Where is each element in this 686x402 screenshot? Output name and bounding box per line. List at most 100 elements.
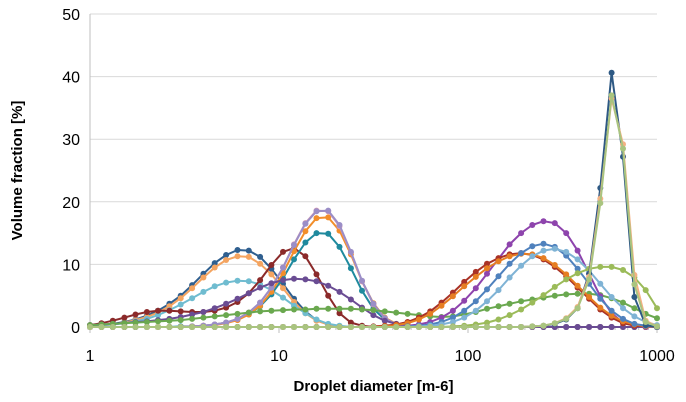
series-line	[90, 97, 658, 328]
data-point	[404, 324, 411, 330]
data-point	[234, 277, 241, 284]
data-point	[415, 316, 422, 323]
data-point	[200, 288, 207, 295]
data-point	[506, 253, 513, 260]
data-point	[461, 324, 468, 330]
data-point	[574, 270, 581, 277]
data-point	[280, 307, 286, 314]
data-point	[620, 299, 626, 306]
data-point	[268, 271, 275, 278]
data-point	[529, 323, 536, 330]
data-point	[461, 314, 468, 321]
data-point	[506, 260, 513, 267]
data-point	[563, 315, 570, 322]
data-point	[302, 324, 309, 330]
data-point	[336, 310, 343, 317]
data-point	[484, 270, 490, 277]
data-point	[121, 314, 128, 321]
data-point	[211, 305, 218, 312]
data-point	[257, 324, 264, 330]
data-point	[393, 324, 400, 330]
data-point	[597, 295, 604, 302]
data-point	[620, 315, 626, 322]
data-point	[280, 285, 286, 292]
data-point	[608, 92, 615, 99]
data-point	[551, 220, 558, 227]
data-point	[291, 275, 297, 282]
data-point	[506, 300, 513, 307]
data-point	[121, 324, 128, 330]
data-point	[608, 312, 615, 319]
data-point	[484, 305, 490, 312]
data-point	[268, 280, 275, 287]
data-point	[336, 305, 343, 312]
data-point	[223, 324, 230, 330]
data-point	[484, 324, 490, 330]
data-point	[359, 277, 365, 284]
data-point	[540, 292, 547, 299]
data-point	[574, 256, 581, 263]
data-point	[302, 306, 309, 313]
data-point	[189, 311, 196, 318]
y-tick-label: 0	[71, 320, 80, 337]
data-point	[449, 319, 456, 325]
data-point	[620, 305, 626, 312]
data-point	[143, 309, 150, 315]
data-point	[597, 324, 604, 330]
data-point	[529, 222, 536, 228]
data-point	[223, 257, 230, 263]
data-point	[449, 293, 456, 300]
data-point	[280, 264, 286, 271]
y-tick-label: 30	[62, 132, 80, 149]
data-point	[268, 284, 275, 291]
data-point	[313, 316, 320, 323]
data-point	[495, 273, 502, 280]
data-point	[189, 295, 196, 302]
data-point	[495, 287, 502, 294]
data-point	[302, 220, 309, 227]
data-point	[495, 303, 502, 310]
data-point	[257, 253, 264, 260]
data-point	[540, 247, 547, 254]
data-point	[155, 324, 161, 330]
data-point	[631, 313, 638, 320]
data-point	[211, 260, 218, 267]
data-point	[574, 305, 581, 312]
data-point	[506, 274, 513, 281]
data-point	[597, 280, 604, 287]
data-point	[370, 300, 377, 307]
data-point	[563, 248, 570, 255]
data-point	[234, 324, 241, 330]
data-point	[325, 305, 332, 312]
data-point	[495, 324, 502, 330]
data-point	[257, 308, 264, 315]
data-point	[234, 247, 241, 253]
y-tick-label: 10	[62, 257, 80, 274]
data-point	[461, 278, 468, 285]
series-line	[90, 71, 658, 328]
data-point	[177, 295, 184, 302]
data-point	[234, 253, 241, 260]
data-point	[654, 305, 660, 312]
data-point	[166, 307, 173, 314]
data-point	[529, 243, 536, 250]
data-point	[563, 324, 570, 330]
data-point	[540, 240, 547, 247]
data-point	[200, 274, 207, 281]
data-point	[245, 309, 252, 316]
data-point	[472, 273, 479, 280]
x-axis-title: Droplet diameter [m-6]	[293, 378, 453, 395]
data-point	[563, 230, 570, 237]
data-point	[631, 320, 638, 327]
data-point	[438, 324, 445, 330]
data-point	[484, 319, 490, 326]
tick-label-layer: 0 10 20 30 40 50 1 10 100 1000	[62, 7, 675, 365]
data-point	[381, 324, 388, 330]
data-point	[518, 298, 525, 305]
data-point	[484, 265, 490, 272]
data-point	[631, 294, 638, 300]
data-point	[472, 268, 479, 275]
data-point	[586, 324, 593, 330]
data-point	[472, 307, 479, 314]
